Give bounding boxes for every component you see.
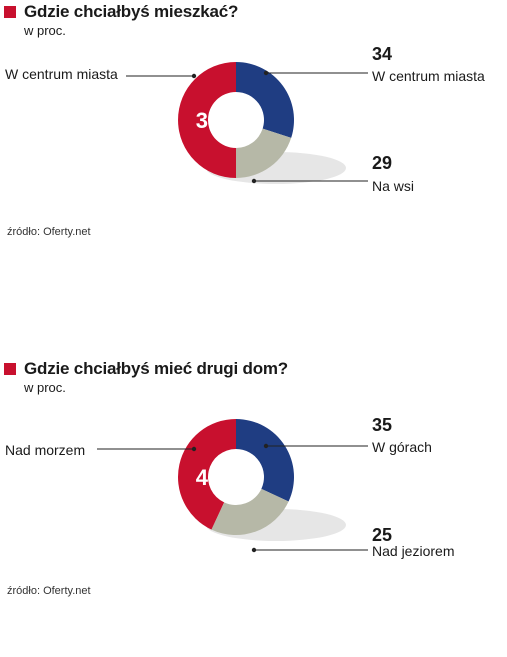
donut-slice-red [178, 62, 236, 178]
chart-title: Gdzie chciałbyś mieszkać? [24, 2, 239, 21]
slice-label-red: W centrum miasta [5, 66, 118, 82]
value-label-navy: 34 [372, 44, 393, 64]
leader-dot-gray [251, 178, 257, 184]
chart-title: Gdzie chciałbyś mieć drugi dom? [24, 359, 288, 378]
title-row: Gdzie chciałbyś mieszkać? [4, 2, 238, 22]
chart-subtitle: w proc. [24, 23, 66, 38]
leader-dot-red [191, 73, 197, 79]
slice-label-navy: W górach [372, 439, 432, 455]
donut-chart: 40 [97, 419, 368, 553]
value-label-gray: 29 [372, 153, 393, 173]
donut-slice-navy [236, 419, 294, 502]
source-note: źródło: Oferty.net [7, 585, 91, 597]
leader-dot-red [191, 446, 197, 452]
slice-label-red: Nad morzem [5, 442, 86, 458]
source-note: źródło: Oferty.net [7, 226, 91, 238]
leader-dot-navy [263, 443, 269, 449]
slice-label-gray: Nad jeziorem [372, 543, 455, 559]
slice-label-navy: W centrum miasta [372, 68, 485, 84]
title-row: Gdzie chciałbyś mieć drugi dom? [4, 359, 288, 379]
value-label-navy: 35 [372, 415, 393, 435]
square-icon [4, 6, 16, 18]
center-value-label: 37 [196, 108, 220, 133]
donut-slice-gray [236, 128, 292, 178]
donut-slice-red [178, 419, 236, 530]
chart-subtitle: w proc. [24, 380, 66, 395]
center-value-label: 40 [196, 465, 220, 490]
donut-chart: 37 [126, 62, 368, 184]
donut-slice-navy [236, 62, 295, 138]
donut-slice-gray [211, 488, 289, 535]
chart-panel-1: Gdzie chciałbyś mieszkać? w proc. 37 W c… [0, 0, 507, 300]
value-label-gray: 25 [372, 525, 393, 545]
chart-panel-2: Gdzie chciałbyś mieć drugi dom? w proc. … [0, 357, 507, 657]
square-icon [4, 363, 16, 375]
leader-dot-gray [251, 547, 257, 553]
slice-label-gray: Na wsi [372, 178, 415, 194]
leader-dot-navy [263, 70, 269, 76]
